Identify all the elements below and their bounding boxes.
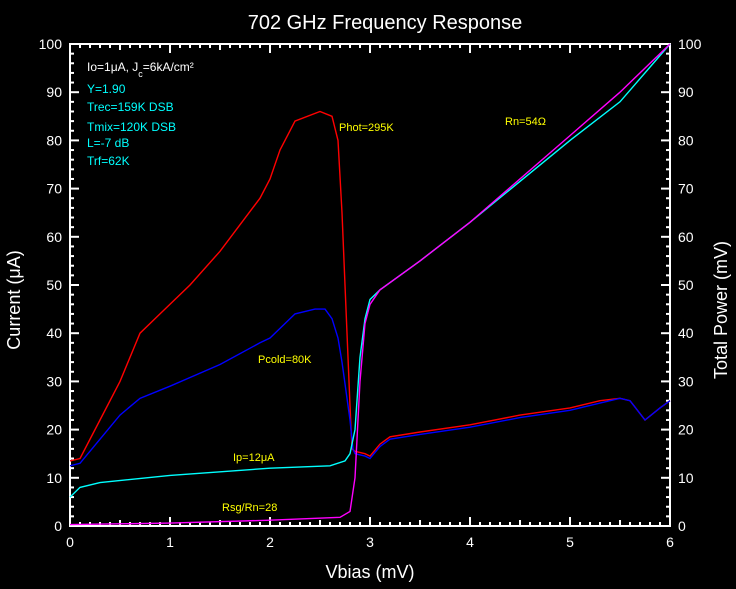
x-tick-label: 4 [466, 534, 474, 550]
label-phot: Phot=295K [339, 122, 394, 134]
y2-tick-label: 70 [678, 181, 694, 197]
x-tick-label: 5 [566, 534, 574, 550]
y-tick-label: 60 [46, 229, 62, 245]
y2-tick-label: 0 [678, 518, 686, 534]
y-tick-label: 80 [46, 132, 62, 148]
x-tick-label: 0 [66, 534, 74, 550]
y-tick-label: 10 [46, 470, 62, 486]
y-tick-label: 90 [46, 84, 62, 100]
y2-tick-label: 10 [678, 470, 694, 486]
y2-tick-label: 80 [678, 132, 694, 148]
chart-title: 702 GHz Frequency Response [248, 12, 523, 34]
x-axis-label: Vbias (mV) [325, 562, 414, 582]
y-tick-label: 40 [46, 325, 62, 341]
x-tick-label: 6 [666, 534, 674, 550]
y2-tick-label: 60 [678, 229, 694, 245]
y-tick-label: 30 [46, 373, 62, 389]
y2-tick-label: 50 [678, 277, 694, 293]
label-pcold: Pcold=80K [258, 354, 312, 366]
y-tick-label: 50 [46, 277, 62, 293]
y2-tick-label: 90 [678, 84, 694, 100]
info-header-tail: =6kA/cm² [143, 60, 194, 74]
x-tick-label: 2 [266, 534, 274, 550]
series-line-0 [69, 110, 671, 462]
info-header-main: Io=1μA, J [87, 60, 138, 74]
y2-tick-label: 40 [678, 325, 694, 341]
series-line-3 [69, 43, 671, 526]
info-y-factor: Y=1.90 [87, 82, 126, 96]
y-tick-label: 70 [46, 181, 62, 197]
y-tick-label: 20 [46, 422, 62, 438]
info-loss: L=-7 dB [87, 136, 129, 150]
series-line-1 [69, 308, 671, 467]
y2-tick-label: 20 [678, 422, 694, 438]
x-tick-label: 1 [166, 534, 174, 550]
y2-axis-label: Total Power (mV) [711, 241, 731, 379]
y-axis-label: Current (μA) [4, 250, 24, 349]
label-rn: Rn=54Ω [505, 116, 546, 128]
y2-tick-label: 30 [678, 373, 694, 389]
info-trf: Trf=62K [87, 154, 130, 168]
x-tick-label: 3 [366, 534, 374, 550]
label-rsg: Rsg/Rn=28 [222, 502, 277, 514]
info-trec: Trec=159K DSB [87, 100, 174, 114]
info-header-subscript: c [138, 69, 143, 79]
y-tick-label: 0 [54, 518, 62, 534]
y-tick-label: 100 [39, 36, 63, 52]
label-ip: Ip=12μA [233, 452, 275, 464]
info-header: Io=1μA, Jc=6kA/cm² [87, 60, 194, 79]
y2-tick-label: 100 [678, 36, 702, 52]
info-tmix: Tmix=120K DSB [87, 120, 176, 134]
